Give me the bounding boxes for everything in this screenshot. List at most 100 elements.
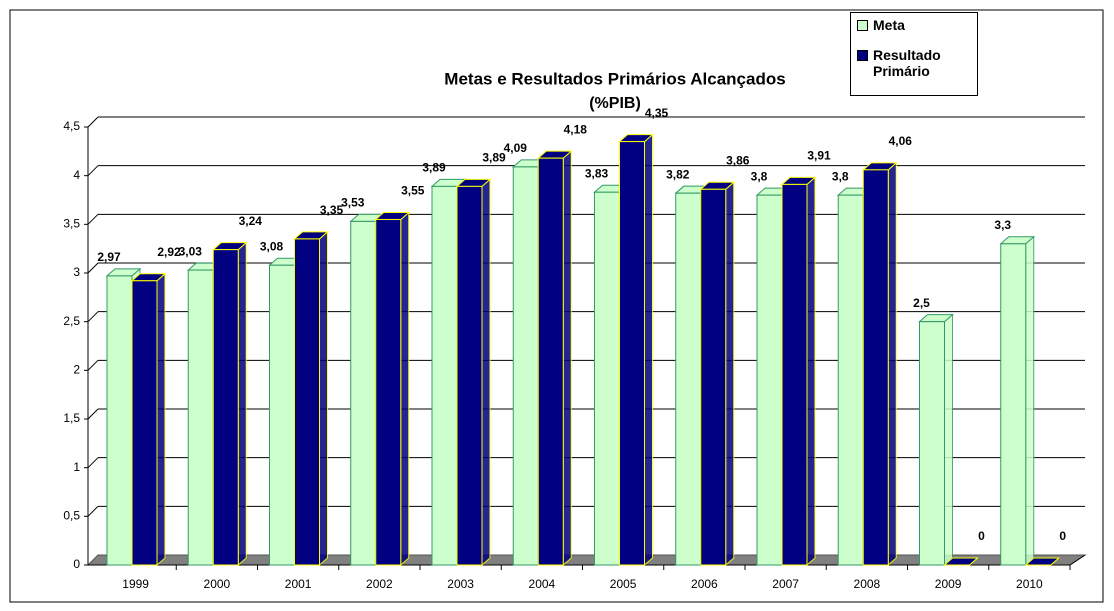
legend: Meta Resultado Primário: [850, 12, 978, 96]
bar: [999, 235, 1036, 567]
x-tick-label: 2005: [610, 577, 637, 591]
bar-face: [675, 192, 702, 566]
x-tick-label: 2008: [854, 577, 881, 591]
y-tick-label: 3: [73, 265, 80, 279]
data-label: 4,06: [889, 134, 913, 148]
bar: [618, 133, 654, 567]
x-tick-label: 2007: [772, 577, 799, 591]
bar-face: [725, 181, 735, 567]
data-label: 3,35: [320, 203, 344, 217]
bar-face: [562, 150, 572, 567]
bar-face: [644, 133, 653, 567]
data-label: 3,89: [482, 151, 506, 165]
data-label: 3,24: [239, 214, 263, 228]
bar: [780, 176, 817, 567]
bar-face: [887, 161, 897, 567]
bar: [943, 557, 979, 566]
y-tick-label: 0,5: [63, 509, 80, 523]
x-tick-label: 2002: [366, 577, 393, 591]
bar: [211, 241, 248, 567]
bar-face: [512, 166, 539, 566]
legend-label: Meta: [873, 17, 905, 33]
y-tick-label: 4,5: [63, 119, 80, 133]
grid-line: [87, 213, 99, 225]
bar: [536, 150, 573, 567]
bar-face: [1025, 235, 1035, 567]
bar-face: [431, 185, 458, 566]
bar: [861, 161, 898, 567]
legend-label: Resultado Primário: [873, 47, 941, 79]
data-label: 2,97: [97, 250, 121, 264]
bar-face: [319, 230, 328, 567]
bar-face: [187, 269, 214, 566]
bar-face: [943, 557, 979, 566]
data-label: 3,3: [994, 218, 1011, 232]
bar-face: [131, 280, 158, 566]
data-label: 3,82: [666, 167, 690, 181]
data-label: 3,89: [422, 161, 446, 175]
grid-line: [87, 505, 99, 517]
grid-line: [87, 311, 99, 323]
bar-face: [837, 194, 864, 566]
bar-face: [156, 272, 166, 567]
data-label: 3,8: [832, 169, 849, 183]
y-tick-label: 0: [73, 557, 80, 571]
x-tick-label: 2009: [935, 577, 962, 591]
bar: [130, 272, 167, 567]
bar-face: [481, 178, 491, 567]
chart-border: [9, 9, 1104, 603]
grid-line: [87, 457, 99, 469]
bar-face: [400, 211, 410, 567]
bar-face: [862, 169, 889, 566]
y-tick-label: 1: [73, 460, 80, 474]
data-label: 4,09: [504, 141, 528, 155]
bar-face: [700, 188, 727, 566]
x-tick-label: 2006: [691, 577, 718, 591]
data-label: 3,91: [807, 149, 831, 163]
bar: [293, 230, 329, 567]
bar-face: [1024, 557, 1061, 566]
x-tick-label: 2004: [529, 577, 556, 591]
data-label: 3,55: [401, 184, 425, 198]
data-label: 2,5: [913, 296, 930, 310]
data-label: 3,83: [585, 166, 609, 180]
bar-face: [269, 264, 295, 566]
bar-face: [375, 218, 402, 566]
data-label: 3,03: [179, 244, 203, 258]
grid-line: [87, 262, 99, 274]
bar-face: [1000, 243, 1027, 566]
data-label: 3,53: [341, 196, 365, 210]
grid-line: [87, 359, 99, 371]
bar-face: [456, 185, 483, 566]
grid-line: [87, 116, 99, 128]
grid-line: [87, 408, 99, 420]
bar-face: [237, 241, 247, 567]
x-tick-label: 2000: [204, 577, 231, 591]
bar-face: [781, 183, 808, 566]
bar: [374, 211, 411, 567]
data-label: 0: [1059, 529, 1066, 543]
bar: [699, 181, 736, 567]
y-tick-label: 4: [73, 168, 80, 182]
bar: [1024, 557, 1061, 566]
bar-face: [919, 321, 945, 566]
y-tick-label: 2,5: [63, 314, 80, 328]
grid-line: [87, 165, 99, 177]
bar-face: [594, 191, 620, 566]
legend-swatch: [857, 20, 868, 31]
bar-face: [619, 141, 645, 566]
chart-subtitle: (%PIB): [589, 95, 641, 112]
bar-face: [537, 157, 564, 566]
bar-face: [944, 313, 953, 567]
x-tick-label: 2001: [285, 577, 312, 591]
legend-item: Resultado Primário: [857, 47, 971, 79]
y-tick-label: 2: [73, 363, 80, 377]
legend-swatch: [857, 50, 868, 61]
bar-face: [106, 275, 133, 566]
data-label: 4,35: [645, 106, 669, 120]
data-label: 3,8: [751, 169, 768, 183]
data-label: 2,92: [157, 245, 181, 259]
data-label: 3,08: [260, 239, 284, 253]
data-label: 0: [978, 529, 985, 543]
